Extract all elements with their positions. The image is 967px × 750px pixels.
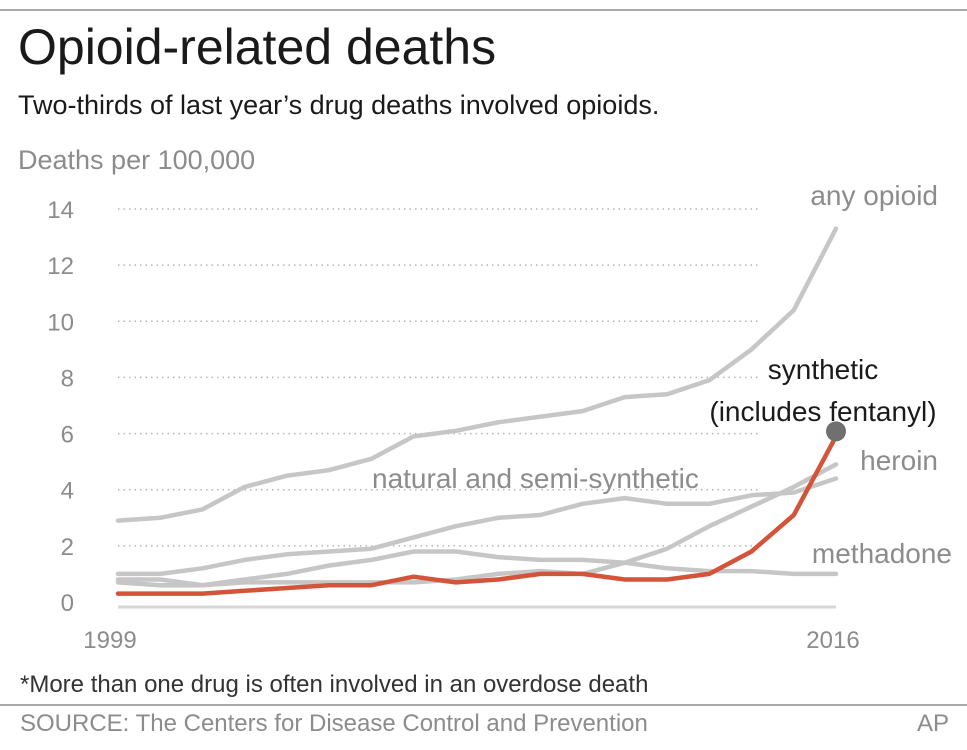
series-line-synthetic bbox=[115, 434, 839, 596]
chart-subtitle: Two-thirds of last year’s drug deaths in… bbox=[18, 90, 660, 120]
y-tick-label-4: 4 bbox=[61, 478, 74, 505]
y-tick-label-10: 10 bbox=[47, 309, 74, 336]
y-tick-label-12: 12 bbox=[47, 253, 74, 280]
top-divider bbox=[0, 9, 967, 11]
series-line-any-opioid bbox=[115, 226, 839, 523]
source-note: SOURCE: The Centers for Disease Control … bbox=[20, 710, 648, 737]
series-label-methadone: methadone bbox=[812, 538, 952, 569]
series-line-heroin bbox=[115, 462, 839, 588]
synthetic-end-dot bbox=[826, 421, 846, 442]
footnote: *More than one drug is often involved in… bbox=[20, 671, 649, 698]
series-label-synthetic-line1: synthetic bbox=[768, 354, 879, 385]
x-tick-label-first: 1999 bbox=[83, 627, 136, 654]
credit-ap: AP bbox=[916, 710, 949, 737]
y-tick-label-6: 6 bbox=[61, 422, 74, 449]
y-tick-label-2: 2 bbox=[61, 534, 74, 561]
y-tick-label-0: 0 bbox=[61, 590, 74, 617]
x-tick-label-last: 2016 bbox=[806, 627, 859, 654]
series-label-synthetic-line2: (includes fentanyl) bbox=[709, 396, 936, 427]
y-tick-label-14: 14 bbox=[47, 197, 74, 224]
bottom-divider bbox=[0, 704, 967, 706]
series-line-natural-and-semi-synthetic bbox=[115, 476, 839, 577]
series-label-heroin: heroin bbox=[860, 445, 938, 476]
y-axis-label: Deaths per 100,000 bbox=[18, 145, 256, 175]
series-label-any-opioid: any opioid bbox=[810, 180, 938, 211]
series-label-natural-and-semi-synthetic: natural and semi-synthetic bbox=[372, 463, 699, 494]
chart-title: Opioid-related deaths bbox=[18, 19, 497, 75]
y-tick-label-8: 8 bbox=[61, 365, 74, 392]
